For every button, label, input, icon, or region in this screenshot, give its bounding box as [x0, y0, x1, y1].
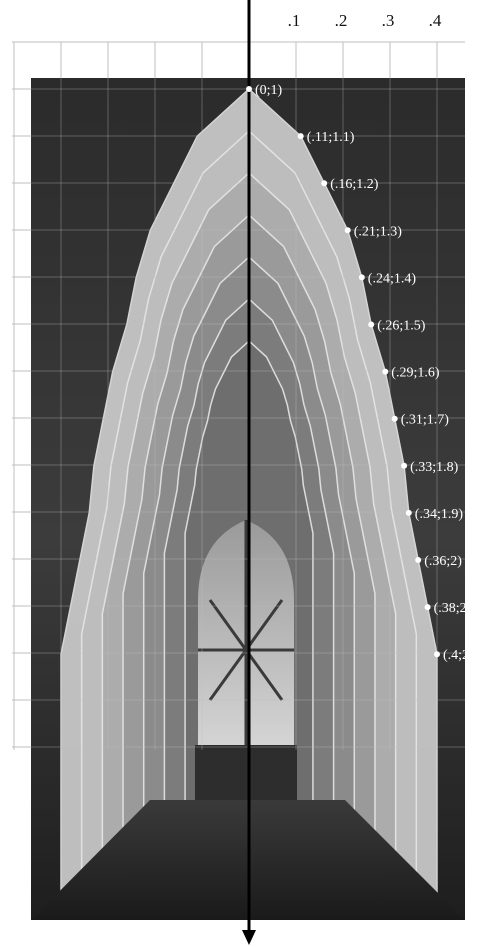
point-label: (0;1)	[255, 83, 283, 98]
point-label: (.31;1.7)	[401, 413, 450, 428]
x-tick-labels: .1 .2 .3 .4	[288, 11, 442, 30]
data-point	[382, 368, 389, 375]
point-label: (.21;1.3)	[354, 224, 403, 239]
vertical-axis	[242, 0, 256, 945]
point-label: (.16;1.2)	[330, 177, 379, 192]
data-point	[321, 180, 328, 187]
x-tick-label: .4	[429, 11, 442, 30]
data-point	[391, 415, 398, 422]
data-point	[246, 86, 252, 92]
data-point	[358, 274, 365, 281]
point-label: (.26;1.5)	[377, 319, 426, 334]
data-point	[401, 462, 408, 469]
stained-glass-window	[195, 520, 297, 805]
cathedral-photo	[31, 78, 465, 920]
data-point	[434, 651, 440, 658]
point-labels: (0;1) (.11;1.1) (.16;1.2) (.21;1.3) (.24;1.4…	[255, 83, 479, 663]
x-tick-label: .2	[335, 11, 348, 30]
point-label: (.11;1.1)	[307, 130, 355, 145]
data-point	[424, 604, 431, 611]
x-tick-label: .3	[382, 11, 395, 30]
point-label: (.29;1.6)	[391, 366, 440, 381]
point-label: (.33;1.8)	[410, 460, 459, 475]
data-point	[297, 133, 304, 140]
point-label: (.24;1.4)	[368, 271, 417, 286]
point-label: (.4;2.2)	[443, 648, 479, 663]
data-point	[415, 557, 422, 563]
data-point	[344, 227, 351, 234]
data-point	[368, 321, 375, 328]
point-label: (.38;2.1)	[434, 601, 479, 616]
data-points	[246, 86, 440, 658]
x-tick-label: .1	[288, 11, 301, 30]
axis-arrow-down-icon	[242, 930, 256, 945]
point-label: (.36;2)	[424, 554, 462, 569]
point-label: (.34;1.9)	[415, 507, 464, 522]
data-point	[405, 509, 412, 516]
